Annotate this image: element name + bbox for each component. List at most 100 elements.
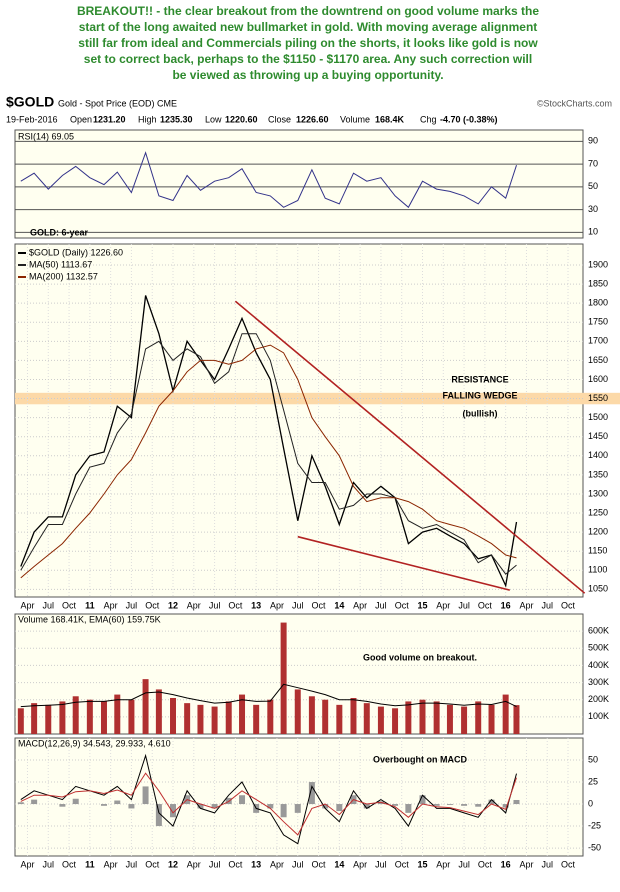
bar — [461, 706, 468, 734]
x-tick-label: Apr — [270, 859, 284, 869]
x-tick-label: Jul — [43, 600, 55, 610]
x-tick-label: 16 — [501, 600, 511, 610]
bar — [502, 694, 509, 734]
x-tick-label: Oct — [228, 600, 243, 610]
x-tick-label: Oct — [228, 859, 243, 869]
y-tick-label: 1150 — [588, 546, 607, 556]
bar — [170, 698, 177, 734]
field-label: Low — [205, 114, 222, 124]
y-tick-label: 1050 — [588, 584, 608, 594]
x-tick-label: Jul — [375, 600, 387, 610]
bar — [267, 699, 274, 734]
legend-label: MA(200) 1132.57 — [29, 271, 98, 281]
bar — [59, 701, 66, 734]
legend-label: $GOLD (Daily) 1226.60 — [29, 247, 123, 257]
y-tick-label: 1500 — [588, 412, 608, 422]
bar — [211, 706, 218, 734]
bar — [86, 699, 93, 734]
bar — [294, 804, 301, 813]
bar — [59, 804, 66, 807]
y-tick-label: 1750 — [588, 317, 608, 327]
y-tick-label: 400K — [588, 660, 609, 670]
x-tick-label: Jul — [292, 600, 304, 610]
bar — [488, 799, 495, 805]
x-tick-label: Apr — [353, 600, 367, 610]
bar — [322, 804, 329, 809]
series-line — [20, 772, 517, 836]
panel-title: RSI(14) 69.05 — [18, 131, 74, 141]
x-tick-label: Oct — [62, 600, 77, 610]
y-tick-label: 1200 — [588, 526, 608, 536]
field-value: 1235.30 — [160, 114, 193, 124]
bar — [17, 708, 24, 734]
bar — [336, 704, 343, 734]
caption-line: set to correct back, perhaps to the $115… — [84, 52, 532, 66]
trendline — [297, 535, 511, 591]
bar — [446, 704, 453, 734]
panel-background — [14, 737, 584, 857]
bar — [392, 804, 399, 806]
bar — [184, 703, 191, 734]
bar — [433, 701, 440, 734]
y-tick-label: 500K — [588, 643, 609, 653]
bar — [513, 799, 520, 805]
bar — [170, 804, 177, 818]
series-line — [20, 344, 517, 579]
bar — [72, 696, 79, 734]
x-tick-label: Oct — [145, 859, 160, 869]
trendline — [234, 300, 586, 594]
x-tick-label: Jul — [126, 600, 138, 610]
x-tick-label: Oct — [312, 600, 327, 610]
bar — [142, 679, 149, 734]
date: 19-Feb-2016 — [6, 114, 58, 124]
bar — [322, 699, 329, 734]
annotation: Overbought on MACD — [373, 754, 467, 764]
bar — [114, 694, 121, 734]
y-tick-label: 1650 — [588, 355, 608, 365]
bar — [363, 804, 370, 809]
y-tick-label: 1450 — [588, 431, 608, 441]
bar — [197, 804, 204, 809]
bar — [45, 704, 52, 734]
series-line — [20, 683, 517, 708]
x-tick-label: Jul — [209, 600, 221, 610]
bar — [502, 804, 509, 808]
x-tick-label: Jul — [292, 859, 304, 869]
y-tick-label: 25 — [588, 776, 598, 786]
y-tick-label: 1350 — [588, 469, 608, 479]
bar — [100, 701, 107, 734]
field-label: High — [138, 114, 157, 124]
bar — [31, 703, 38, 734]
annotation: (bullish) — [463, 408, 498, 418]
bar — [336, 804, 343, 812]
bar — [513, 705, 520, 734]
bar — [308, 696, 315, 734]
bar — [155, 804, 162, 827]
panel — [14, 613, 584, 735]
x-tick-label: Apr — [187, 600, 201, 610]
field-label: Open — [70, 114, 92, 124]
y-tick-label: 100K — [588, 711, 609, 721]
y-tick-label: 1550 — [588, 393, 608, 403]
y-tick-label: 1250 — [588, 507, 608, 517]
y-tick-label: 300K — [588, 677, 609, 687]
field-value: 1231.20 — [93, 114, 126, 124]
legend-label: MA(50) 1113.67 — [29, 259, 92, 269]
bar — [350, 698, 357, 734]
bar — [280, 622, 287, 734]
y-tick-label: 1100 — [588, 565, 607, 575]
panel-background — [14, 243, 584, 598]
bar — [419, 699, 426, 734]
field-label: Chg — [420, 114, 437, 124]
x-tick-label: Apr — [20, 859, 34, 869]
bar — [419, 795, 426, 805]
bar — [114, 800, 121, 805]
x-tick-label: 11 — [85, 600, 95, 610]
bar — [100, 804, 107, 806]
bar — [461, 804, 468, 806]
bar — [211, 804, 218, 809]
caption-line: start of the long awaited new bullmarket… — [79, 20, 538, 34]
y-tick-label: 90 — [588, 136, 598, 146]
x-tick-label: 14 — [334, 600, 344, 610]
x-tick-label: Oct — [478, 859, 493, 869]
